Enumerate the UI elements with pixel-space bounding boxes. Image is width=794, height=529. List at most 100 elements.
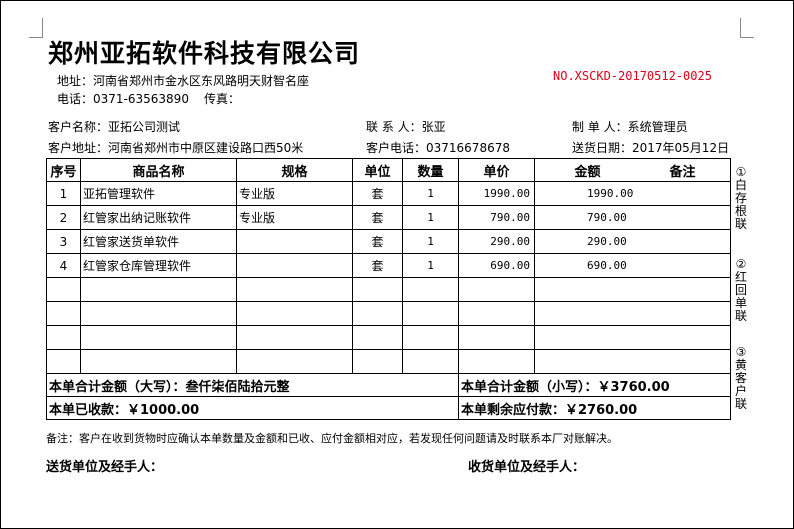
copy-label-white: ①白存根联 xyxy=(734,165,747,231)
cell-unit: 套 xyxy=(352,253,403,278)
cell-qty xyxy=(402,301,459,326)
table-row: 1 亚拓管理软件 专业版套 1 1990.00 1990.00 xyxy=(46,181,731,206)
cell-amount xyxy=(534,301,731,326)
cell-unit: 套 xyxy=(352,205,403,230)
cell-no xyxy=(46,277,81,302)
cell-unit: 套 xyxy=(352,181,403,206)
cell-spec xyxy=(236,277,353,302)
cell-amount: 290.00 xyxy=(534,229,731,254)
cell-qty: 1 xyxy=(402,253,459,278)
cell-spec: 专业版 xyxy=(236,181,353,206)
corner-mark-left xyxy=(29,18,43,38)
header-name: 商品名称 xyxy=(80,158,237,182)
header-amount: 金额 xyxy=(574,164,601,180)
cell-name: 亚拓管理软件 xyxy=(80,181,237,206)
company-address: 地址：河南省郑州市金水区东风路明天财智名座 xyxy=(57,74,310,88)
cell-unit: 套 xyxy=(352,229,403,254)
delivery-date: 送货日期：2017年05月12日 xyxy=(572,141,730,155)
header-amount-remark: 金额 备注 xyxy=(534,158,731,182)
cell-name: 红管家仓库管理软件 xyxy=(80,253,237,278)
cell-qty xyxy=(402,325,459,350)
company-phone: 电话：0371-63563890 xyxy=(57,92,189,106)
table-row: 3 红管家送货单软件套 1 290.00 290.00 xyxy=(46,229,731,254)
table-header-row: 序号 商品名称 规格 单位 数量 单价 金额 备注 xyxy=(46,158,731,182)
cell-price: 690.00 xyxy=(458,253,535,278)
cell-no: 2 xyxy=(46,205,81,230)
cell-name xyxy=(80,301,237,326)
cell-qty: 1 xyxy=(402,205,459,230)
footer-note: 备注：客户在收到货物时应确认本单数量及金额和已收、应付金额相对应，若发现任何问题… xyxy=(46,432,618,445)
cell-qty xyxy=(402,277,459,302)
cell-qty: 1 xyxy=(402,181,459,206)
cell-name: 红管家出纳记账软件 xyxy=(80,205,237,230)
cell-amount: 790.00 xyxy=(534,205,731,230)
received-amount: 本单已收款：￥1000.00 xyxy=(46,396,459,420)
cell-amount: 690.00 xyxy=(534,253,731,278)
header-spec: 规格 xyxy=(236,158,353,182)
table-row: 2 红管家出纳记账软件 专业版套 1 790.00 790.00 xyxy=(46,205,731,230)
cell-price: 290.00 xyxy=(458,229,535,254)
sender-signature: 送货单位及经手人： xyxy=(46,460,164,475)
table-row xyxy=(46,277,731,302)
cell-amount: 1990.00 xyxy=(534,181,731,206)
cell-price: 1990.00 xyxy=(458,181,535,206)
cell-no xyxy=(46,301,81,326)
copy-label-yellow: ③黄客户联 xyxy=(734,345,747,411)
cell-no: 3 xyxy=(46,229,81,254)
header-price: 单价 xyxy=(458,158,535,182)
payment-row: 本单已收款：￥1000.00 本单剩余应付款：￥2760.00 xyxy=(46,396,731,420)
cell-spec xyxy=(236,229,353,254)
cell-amount xyxy=(534,325,731,350)
total-lower: 本单合计金额（小写）：￥3760.00 xyxy=(458,373,731,397)
cell-price xyxy=(458,349,535,374)
cell-amount xyxy=(534,349,731,374)
cell-name xyxy=(80,325,237,350)
company-title: 郑州亚拓软件科技有限公司 xyxy=(48,39,361,68)
cell-spec xyxy=(236,301,353,326)
cell-unit xyxy=(352,277,403,302)
cell-name xyxy=(80,349,237,374)
cell-spec xyxy=(236,325,353,350)
goods-table: 序号 商品名称 规格 单位 数量 单价 金额 备注 1 亚拓管理软件 专业版套 1 199… xyxy=(46,158,731,420)
cell-spec: 专业版 xyxy=(236,205,353,230)
contact-person: 联 系 人：张亚 xyxy=(366,120,446,134)
document-maker: 制 单 人：系统管理员 xyxy=(572,120,688,134)
header-unit: 单位 xyxy=(352,158,403,182)
total-upper: 本单合计金额（大写）：叁仟柒佰陆拾元整 xyxy=(46,373,459,397)
document-number: NO.XSCKD-20170512-0025 xyxy=(553,69,712,83)
corner-mark-right xyxy=(740,18,754,38)
cell-price xyxy=(458,325,535,350)
cell-price: 790.00 xyxy=(458,205,535,230)
cell-spec xyxy=(236,253,353,278)
cell-no xyxy=(46,349,81,374)
receiver-signature: 收货单位及经手人： xyxy=(468,460,586,475)
header-qty: 数量 xyxy=(402,158,459,182)
customer-name: 客户名称：亚拓公司测试 xyxy=(48,120,181,134)
cell-no: 1 xyxy=(46,181,81,206)
header-no: 序号 xyxy=(46,158,81,182)
cell-qty xyxy=(402,349,459,374)
totals-row: 本单合计金额（大写）：叁仟柒佰陆拾元整 本单合计金额（小写）：￥3760.00 xyxy=(46,373,731,397)
customer-address: 客户地址：河南省郑州市中原区建设路口西50米 xyxy=(48,141,304,155)
table-row xyxy=(46,349,731,374)
cell-price xyxy=(458,301,535,326)
table-row xyxy=(46,301,731,326)
cell-price xyxy=(458,277,535,302)
customer-phone: 客户电话：03716678678 xyxy=(366,141,510,155)
cell-unit xyxy=(352,301,403,326)
cell-unit xyxy=(352,349,403,374)
cell-no xyxy=(46,325,81,350)
cell-qty: 1 xyxy=(402,229,459,254)
company-fax: 传真： xyxy=(204,92,241,106)
cell-spec xyxy=(236,349,353,374)
copy-label-red: ②红回单联 xyxy=(734,257,747,323)
table-row: 4 红管家仓库管理软件套 1 690.00 690.00 xyxy=(46,253,731,278)
cell-amount xyxy=(534,277,731,302)
remaining-amount: 本单剩余应付款：￥2760.00 xyxy=(458,396,731,420)
cell-no: 4 xyxy=(46,253,81,278)
cell-name xyxy=(80,277,237,302)
cell-name: 红管家送货单软件 xyxy=(80,229,237,254)
header-remark: 备注 xyxy=(669,164,696,180)
cell-unit xyxy=(352,325,403,350)
table-row xyxy=(46,325,731,350)
